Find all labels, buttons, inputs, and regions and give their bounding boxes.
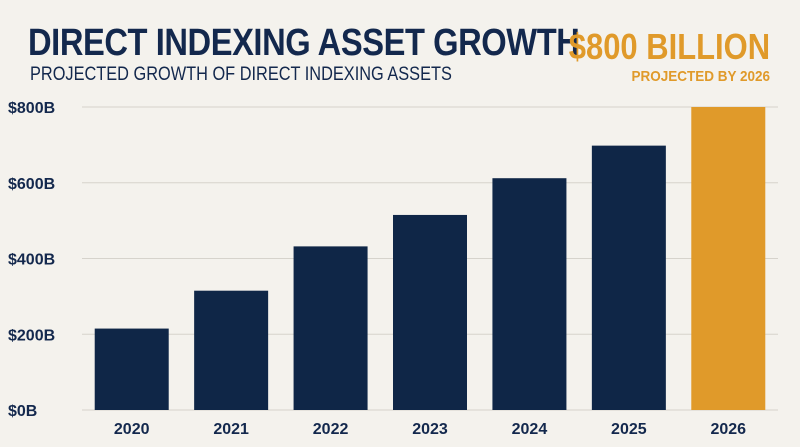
callout-value: $800 BILLION — [568, 26, 770, 67]
x-tick-label: 2021 — [213, 421, 249, 438]
bar-2025 — [591, 145, 666, 410]
y-tick-label: $800B — [8, 100, 55, 117]
y-tick-label: $600B — [8, 176, 55, 193]
x-tick-label: 2026 — [710, 421, 746, 438]
bar-2024 — [492, 178, 567, 410]
bar-2020 — [94, 328, 169, 410]
callout-label: PROJECTED BY 2026 — [631, 68, 770, 85]
x-tick-label: 2020 — [114, 421, 150, 438]
bar-2021 — [194, 290, 269, 410]
chart-title: DIRECT INDEXING ASSET GROWTH — [28, 22, 580, 64]
x-tick-label: 2025 — [611, 421, 647, 438]
x-tick-label: 2023 — [412, 421, 448, 438]
y-tick-label: $400B — [8, 252, 55, 269]
y-tick-label: $0B — [8, 403, 37, 420]
y-tick-label: $200B — [8, 327, 55, 344]
chart-subtitle: PROJECTED GROWTH OF DIRECT INDEXING ASSE… — [30, 64, 452, 85]
bar-2022 — [293, 246, 368, 410]
bar-2023 — [393, 214, 467, 410]
x-tick-label: 2024 — [512, 421, 548, 438]
x-tick-label: 2022 — [313, 421, 349, 438]
projection-callout: $800 BILLION PROJECTED BY 2026 — [536, 26, 770, 85]
bar-2026 — [691, 107, 766, 410]
